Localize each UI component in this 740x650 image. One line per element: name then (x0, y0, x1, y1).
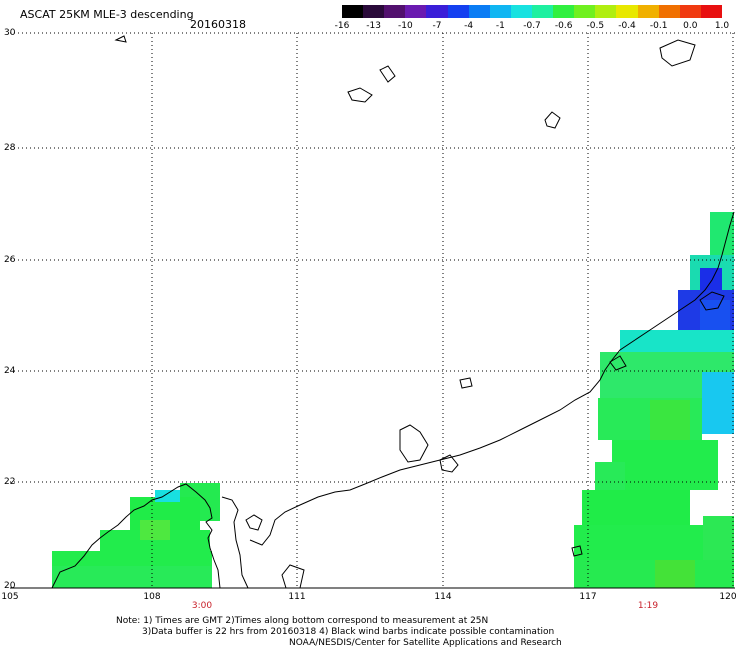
lon-label: 114 (434, 592, 452, 602)
colorbar-swatch (342, 5, 364, 18)
lat-label: 26 (4, 255, 16, 265)
colorbar-tick-label: -0.5 (586, 21, 605, 31)
colorbar-swatch (405, 5, 427, 18)
colorbar-swatch (426, 5, 449, 18)
colorbar-swatch (447, 5, 470, 18)
lat-label: 22 (4, 477, 16, 487)
colorbar-swatch (468, 5, 491, 18)
lat-label: 30 (4, 28, 16, 38)
lat-label: 28 (4, 143, 16, 153)
colorbar-tick-label: 0.0 (683, 21, 698, 31)
colorbar-swatch (489, 5, 512, 18)
colorbar-swatch (532, 5, 554, 18)
note-line: 3)Data buffer is 22 hrs from 20160318 4)… (142, 627, 555, 637)
lat-lon-grid (10, 32, 735, 588)
product-date: 20160318 (190, 18, 246, 31)
note-line: NOAA/NESDIS/Center for Satellite Applica… (289, 638, 562, 648)
colorbar-swatch (510, 5, 533, 18)
pass-time: 3:00 (191, 601, 213, 611)
colorbar-tick-label: -16 (334, 21, 350, 31)
lat-label: 20 (4, 581, 16, 591)
colorbar-tick-label: -13 (366, 21, 382, 31)
lon-label: 117 (579, 592, 597, 602)
colorbar-swatch (363, 5, 385, 18)
coastline (51, 35, 735, 589)
lon-label: 120 (719, 592, 737, 602)
note-line: Note: 1) Times are GMT 2)Times along bot… (116, 616, 489, 626)
wind-swath-west (52, 483, 220, 588)
colorbar-swatch (679, 5, 702, 18)
colorbar-tick-label: -0.4 (618, 21, 636, 31)
pass-time: 1:19 (637, 601, 659, 611)
colorbar-swatch (595, 5, 617, 18)
colorbar-swatch (700, 5, 723, 18)
colorbar-swatch (574, 5, 596, 18)
lon-label: 105 (1, 592, 19, 602)
colorbar-tick-label: -4 (464, 21, 474, 31)
colorbar-tick-label: -0.1 (649, 21, 668, 31)
colorbar-swatch (616, 5, 639, 18)
colorbar-swatch (384, 5, 406, 18)
lat-label: 24 (4, 366, 16, 376)
wind-swath-east (574, 212, 734, 588)
colorbar-swatch (553, 5, 575, 18)
lon-label: 111 (288, 592, 306, 602)
colorbar-swatch (658, 5, 681, 18)
colorbar-tick-label: -7 (432, 21, 442, 31)
product-title: ASCAT 25KM MLE-3 descending (20, 8, 194, 21)
colorbar-swatch (637, 5, 660, 18)
colorbar-tick-label: -10 (397, 21, 413, 31)
lon-label: 108 (143, 592, 161, 602)
colorbar-tick-label: -0.7 (523, 21, 541, 31)
colorbar-tick-label: -1 (495, 21, 505, 31)
colorbar-tick-label: 1.0 (714, 21, 730, 31)
colorbar-tick-label: -0.6 (554, 21, 573, 31)
